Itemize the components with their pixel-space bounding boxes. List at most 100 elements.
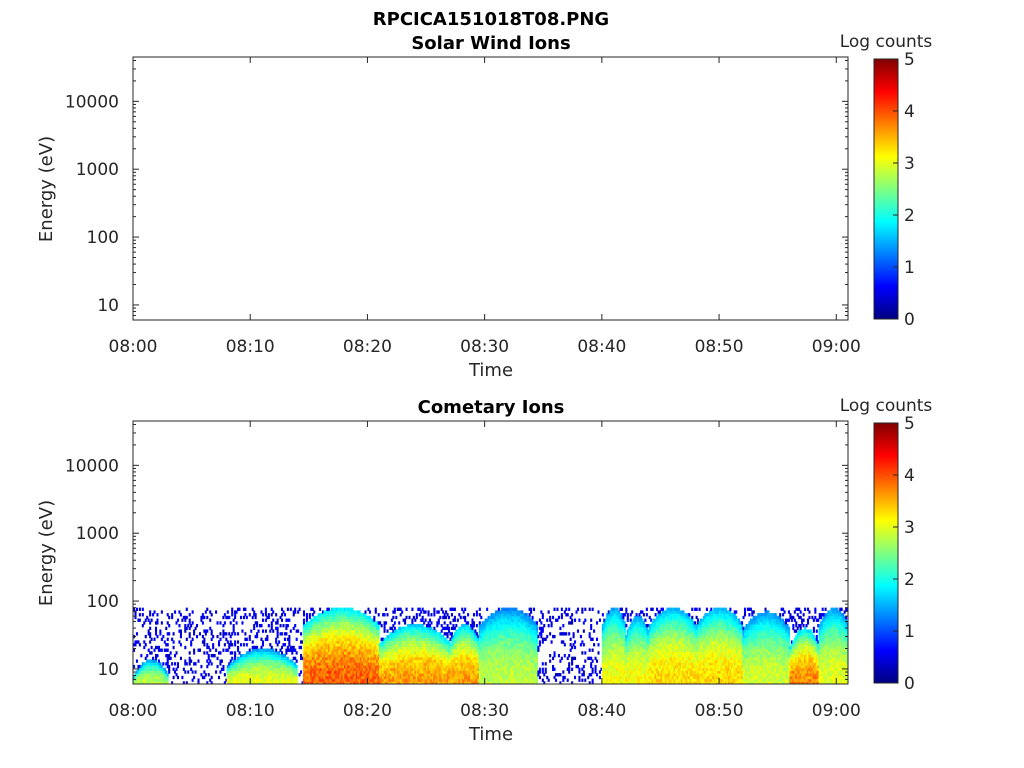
spectrogram-cell (506, 645, 509, 650)
spectrogram-cell (522, 651, 525, 655)
spectrogram-cell (338, 637, 341, 641)
spectrogram-cell (406, 667, 410, 671)
spectrogram-cell (513, 634, 517, 639)
spectrogram-cell (439, 615, 442, 620)
spectrogram-cell (266, 654, 269, 658)
spectrogram-cell (398, 648, 401, 652)
spectrogram-cell (226, 667, 229, 671)
spectrogram-cell (253, 664, 256, 669)
spectrogram-cell (210, 662, 213, 666)
spectrogram-cell (336, 634, 339, 639)
spectrogram-cell (346, 626, 349, 631)
spectrogram-cell (134, 681, 137, 684)
spectrogram-cell (335, 629, 338, 633)
spectrogram-cell (433, 664, 436, 669)
spectrogram-cell (231, 643, 234, 647)
spectrogram-cell (404, 656, 407, 661)
spectrogram-cell (456, 651, 459, 655)
spectrogram-cell (330, 618, 333, 622)
spectrogram-cell (412, 681, 415, 684)
spectrogram-cell (364, 656, 367, 661)
spectrogram-cell (351, 656, 354, 661)
spectrogram-cell (518, 659, 521, 663)
spectrogram-cell (330, 645, 333, 650)
spectrogram-cell (219, 651, 222, 655)
spectrogram-cell (335, 643, 338, 647)
spectrogram-cell (360, 681, 363, 684)
spectrogram-cell (519, 673, 522, 677)
spectrogram-cell (338, 648, 341, 652)
spectrogram-cell (521, 651, 524, 655)
spectrogram-cell (368, 624, 371, 628)
spectrogram-cell (348, 648, 351, 652)
spectrogram-cell (445, 610, 448, 614)
spectrogram-cell (370, 621, 373, 625)
spectrogram-cell (467, 645, 470, 650)
spectrogram-cell (496, 654, 499, 658)
spectrogram-cell (494, 637, 497, 641)
spectrogram-cell (430, 670, 433, 674)
spectrogram-cell (335, 640, 338, 644)
spectrogram-cell (415, 613, 418, 617)
spectrogram-cell (336, 645, 339, 650)
spectrogram-cell (319, 654, 322, 658)
spectrogram-cell (259, 681, 262, 684)
spectrogram-cell (365, 626, 369, 631)
spectrogram-cell (348, 610, 351, 614)
spectrogram-cell (286, 645, 289, 650)
spectrogram-cell (263, 673, 266, 677)
spectrogram-cell (333, 673, 336, 677)
spectrogram-cell (242, 607, 245, 611)
spectrogram-cell (408, 629, 411, 633)
spectrogram-cell (497, 648, 500, 652)
spectrogram-cell (415, 648, 418, 652)
spectrogram-cell (279, 656, 282, 661)
spectrogram-cell (308, 621, 311, 625)
spectrogram-cell (286, 678, 289, 682)
spectrogram-cell (472, 678, 475, 682)
spectrogram-cell (254, 615, 257, 620)
spectrogram-cell (339, 632, 342, 636)
spectrogram-cell (336, 621, 339, 625)
spectrogram-cell (464, 675, 467, 680)
spectrogram-cell (467, 624, 470, 628)
spectrogram-cell (428, 667, 432, 671)
spectrogram-cell (253, 645, 256, 650)
spectrogram-cell (357, 629, 360, 633)
spectrogram-cell (302, 610, 306, 614)
spectrogram-cell (489, 645, 492, 650)
spectrogram-cell (319, 648, 322, 652)
spectrogram-cell (333, 651, 336, 655)
spectrogram-cell (453, 632, 456, 636)
spectrogram-cell (294, 656, 297, 661)
spectrogram-cell (515, 634, 518, 639)
spectrogram-cell (368, 664, 371, 669)
spectrogram-cell (162, 662, 165, 666)
spectrogram-cell (242, 662, 245, 666)
spectrogram-cell (500, 607, 503, 611)
spectrogram-cell (512, 662, 515, 666)
spectrogram-cell (477, 659, 480, 663)
spectrogram-cell (232, 629, 235, 633)
spectrogram-cell (316, 667, 319, 671)
spectrogram-cell (387, 664, 391, 669)
spectrogram-cell (261, 654, 264, 658)
spectrogram-cell (272, 618, 275, 622)
spectrogram-cell (411, 640, 414, 644)
spectrogram-cell (484, 640, 487, 644)
spectrogram-cell (519, 632, 522, 636)
spectrogram-cell (357, 610, 360, 614)
spectrogram-cell (396, 664, 399, 669)
spectrogram-cell (459, 681, 462, 684)
spectrogram-cell (426, 626, 429, 631)
spectrogram-cell (472, 648, 475, 652)
spectrogram-cell (509, 629, 512, 633)
spectrogram-cell (420, 678, 423, 682)
spectrogram-cell (342, 678, 345, 682)
spectrogram-cell (276, 626, 279, 631)
spectrogram-cell (360, 648, 363, 652)
spectrogram-cell (475, 659, 478, 663)
spectrogram-cell (168, 632, 171, 636)
spectrogram-cell (330, 632, 333, 636)
spectrogram-cell (349, 659, 352, 663)
